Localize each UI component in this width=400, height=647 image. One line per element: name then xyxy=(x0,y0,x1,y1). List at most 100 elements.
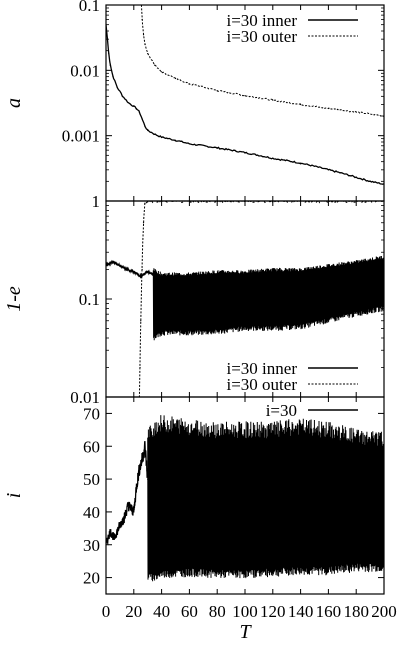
data-point xyxy=(188,83,190,85)
data-point xyxy=(355,111,357,113)
data-point xyxy=(144,445,146,447)
series-band xyxy=(147,415,384,582)
data-point xyxy=(113,537,115,539)
x-tick-label: 200 xyxy=(371,602,397,621)
data-point xyxy=(144,125,146,127)
legend-label: i=30 outer xyxy=(227,375,298,394)
y-axis-label: a xyxy=(3,98,25,108)
data-point xyxy=(216,147,218,149)
series-line xyxy=(106,259,154,279)
plot-area xyxy=(106,415,384,582)
data-point xyxy=(272,157,274,159)
y-tick-label: 0.001 xyxy=(62,127,100,146)
data-point xyxy=(147,53,149,55)
data-point xyxy=(327,107,329,110)
y-tick-label: 40 xyxy=(83,503,100,522)
data-point xyxy=(109,531,111,533)
series-0 xyxy=(106,415,384,582)
data-point xyxy=(142,222,145,224)
data-point xyxy=(369,180,371,182)
y-tick-label: 20 xyxy=(83,569,100,588)
y-axis-label: 1-e xyxy=(3,286,25,312)
data-point xyxy=(244,95,246,97)
data-point xyxy=(327,169,329,171)
legend-label: i=30 inner xyxy=(227,11,298,30)
data-point xyxy=(112,76,114,78)
data-point xyxy=(174,77,177,80)
y-tick-label: 0.01 xyxy=(70,388,100,407)
y-tick-label: 30 xyxy=(83,536,100,555)
x-tick-label: 40 xyxy=(153,602,170,621)
data-point xyxy=(141,118,143,120)
data-point xyxy=(116,86,118,88)
data-point xyxy=(147,129,149,132)
data-point xyxy=(300,162,302,164)
x-tick-label: 140 xyxy=(288,602,314,621)
x-tick-label: 80 xyxy=(209,602,226,621)
data-point xyxy=(216,89,218,92)
data-point xyxy=(141,18,143,21)
x-tick-label: 0 xyxy=(102,602,111,621)
data-point xyxy=(133,105,135,108)
data-point xyxy=(133,271,135,273)
data-point xyxy=(139,366,141,369)
data-point xyxy=(109,64,111,66)
x-tick-label: 60 xyxy=(181,602,198,621)
x-tick-label: 20 xyxy=(125,602,142,621)
data-point xyxy=(141,458,143,460)
y-tick-label: 0.01 xyxy=(70,61,100,80)
data-point xyxy=(135,485,138,487)
series-0 xyxy=(106,24,384,185)
data-point xyxy=(144,43,146,45)
data-point xyxy=(300,103,302,106)
data-point xyxy=(272,99,274,101)
data-point xyxy=(154,133,156,135)
legend-label: i=30 inner xyxy=(227,359,298,378)
data-point xyxy=(244,152,246,154)
y-tick-label: 0.1 xyxy=(79,0,100,15)
series-line xyxy=(140,5,384,118)
legend-label: i=30 outer xyxy=(227,27,298,46)
data-point xyxy=(188,143,190,145)
data-point xyxy=(161,136,163,138)
data-point xyxy=(147,271,149,273)
data-point xyxy=(140,320,142,322)
data-point xyxy=(154,64,156,66)
data-point xyxy=(144,202,146,204)
y-axis-label: i xyxy=(3,493,25,499)
data-point xyxy=(127,504,129,506)
data-point xyxy=(174,139,177,141)
data-point xyxy=(138,111,140,113)
data-point xyxy=(122,95,124,97)
x-tick-label: 180 xyxy=(343,602,369,621)
data-point xyxy=(138,468,140,470)
data-point xyxy=(119,264,121,267)
y-tick-label: 50 xyxy=(83,470,100,489)
panel-frame xyxy=(105,396,385,595)
x-tick-label: 100 xyxy=(232,602,258,621)
data-point xyxy=(127,102,129,104)
y-tick-label: 0.1 xyxy=(79,290,100,309)
data-point xyxy=(108,53,110,55)
data-point xyxy=(142,34,145,36)
legend-label: i=30 xyxy=(266,401,297,420)
series-0 xyxy=(106,255,384,341)
y-tick-label: 1 xyxy=(92,192,101,211)
data-point xyxy=(135,107,138,110)
data-point xyxy=(141,268,143,271)
data-point xyxy=(161,71,163,73)
data-point xyxy=(355,176,357,178)
data-point xyxy=(126,268,128,271)
series-line xyxy=(106,24,384,185)
x-axis-label: T xyxy=(239,621,252,643)
data-point xyxy=(140,275,142,278)
data-point xyxy=(112,261,114,263)
series-band xyxy=(152,255,384,341)
data-point xyxy=(152,273,154,275)
series-line xyxy=(106,441,149,546)
y-tick-label: 70 xyxy=(83,404,100,423)
